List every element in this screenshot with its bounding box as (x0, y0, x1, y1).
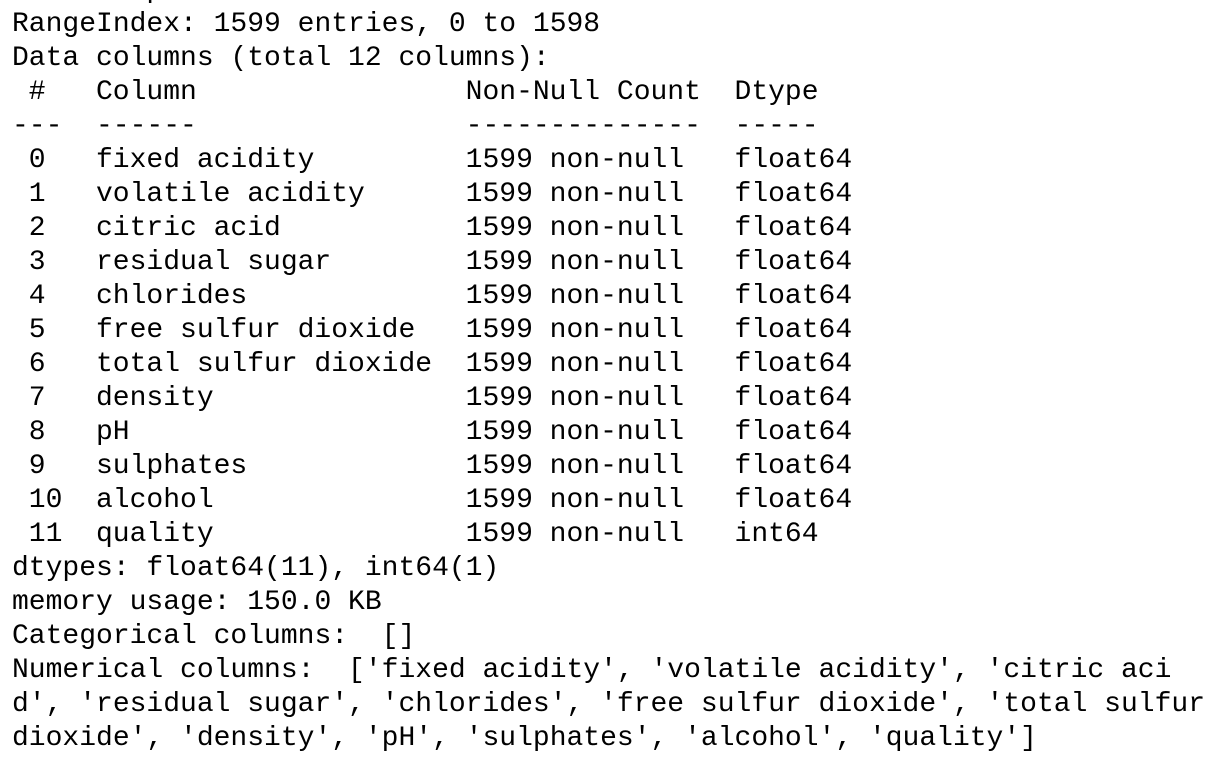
table-row: 10 alcohol 1599 non-null float64 (12, 484, 1205, 518)
table-cell: 1599 non-null (465, 485, 685, 516)
table-cell: float64 (734, 247, 853, 278)
table-cell: 1 (28, 179, 46, 210)
table-cell: 1599 non-null (465, 281, 685, 312)
table-cell: 7 (28, 383, 46, 414)
table-cell: 1599 non-null (465, 315, 685, 346)
separator: ----- (734, 111, 819, 142)
table-cell: float64 (734, 485, 853, 516)
table-row: 0 fixed acidity 1599 non-null float64 (12, 144, 1205, 178)
table-cell: float64 (734, 281, 853, 312)
output-line: Numerical columns: ['fixed acidity', 'vo… (12, 655, 1172, 686)
console-output: <class 'pandas.core.frame.DataFrame'>Ran… (12, 0, 1205, 756)
table-header: # Column Non-Null Count Dtype (12, 76, 1205, 110)
table-cell: chlorides (96, 281, 248, 312)
output-line: memory usage: 150.0 KB (12, 587, 382, 618)
table-cell: 1599 non-null (465, 451, 685, 482)
table-cell: 4 (28, 281, 46, 312)
table-row: 8 pH 1599 non-null float64 (12, 416, 1205, 450)
table-cell: 8 (28, 417, 46, 448)
output-line: <class 'pandas.core.frame.DataFrame'> (12, 0, 1205, 8)
table-cell: float64 (734, 417, 853, 448)
table-cell: residual sugar (96, 247, 332, 278)
table-row: 3 residual sugar 1599 non-null float64 (12, 246, 1205, 280)
table-cell: 1599 non-null (465, 519, 685, 550)
table-cell: 1599 non-null (465, 349, 685, 380)
output-line: dioxide', 'density', 'pH', 'sulphates', … (12, 723, 1037, 754)
separator: --- (12, 111, 63, 142)
table-row: 5 free sulfur dioxide 1599 non-null float64 (12, 314, 1205, 348)
table-row: 4 chlorides 1599 non-null float64 (12, 280, 1205, 314)
table-cell: fixed acidity (96, 145, 315, 176)
table-cell: 3 (28, 247, 46, 278)
table-separator: --- ------ -------------- ----- (12, 110, 1205, 144)
table-cell: volatile acidity (96, 179, 365, 210)
output-line: dtypes: float64(11), int64(1) (12, 553, 500, 584)
output-line: RangeIndex: 1599 entries, 0 to 1598 (12, 9, 601, 40)
table-row: 6 total sulfur dioxide 1599 non-null float6… (12, 348, 1205, 382)
table-cell: 1599 non-null (465, 247, 685, 278)
table-cell: citric acid (96, 213, 281, 244)
table-cell: float64 (734, 179, 853, 210)
table-cell: sulphates (96, 451, 248, 482)
table-row: 7 density 1599 non-null float64 (12, 382, 1205, 416)
table-cell: 11 (28, 519, 63, 550)
table-cell: float64 (734, 213, 853, 244)
table-cell: 1599 non-null (465, 213, 685, 244)
table-cell: free sulfur dioxide (96, 315, 416, 346)
table-cell: 1599 non-null (465, 383, 685, 414)
table-cell: int64 (734, 519, 819, 550)
table-row: 1 volatile acidity 1599 non-null float64 (12, 178, 1205, 212)
table-cell: 5 (28, 315, 46, 346)
table-cell: 1599 non-null (465, 179, 685, 210)
table-cell: Column (96, 77, 197, 108)
table-cell: quality (96, 519, 214, 550)
output-line: Categorical columns: [] (12, 621, 416, 652)
table-cell: float64 (734, 315, 853, 346)
table-cell: pH (96, 417, 130, 448)
table-cell: float64 (734, 349, 853, 380)
table-cell: Dtype (734, 77, 819, 108)
output-line: d', 'residual sugar', 'chlorides', 'free… (12, 689, 1205, 720)
table-cell: 10 (28, 485, 63, 516)
table-cell: 0 (28, 145, 46, 176)
table-cell: total sulfur dioxide (96, 349, 433, 380)
table-cell: float64 (734, 383, 853, 414)
separator: -------------- (465, 111, 701, 142)
table-cell: 1599 non-null (465, 145, 685, 176)
table-cell: # (28, 77, 46, 108)
separator: ------ (96, 111, 197, 142)
table-cell: 1599 non-null (465, 417, 685, 448)
table-cell: 6 (28, 349, 46, 380)
table-cell: float64 (734, 451, 853, 482)
table-row: 9 sulphates 1599 non-null float64 (12, 450, 1205, 484)
table-cell: Non-Null Count (465, 77, 701, 108)
table-cell: alcohol (96, 485, 214, 516)
table-cell: 2 (28, 213, 46, 244)
output-line: Data columns (total 12 columns): (12, 43, 550, 74)
table-cell: density (96, 383, 214, 414)
table-row: 11 quality 1599 non-null int64 (12, 518, 1205, 552)
table-cell: 9 (28, 451, 46, 482)
table-row: 2 citric acid 1599 non-null float64 (12, 212, 1205, 246)
table-cell: float64 (734, 145, 853, 176)
